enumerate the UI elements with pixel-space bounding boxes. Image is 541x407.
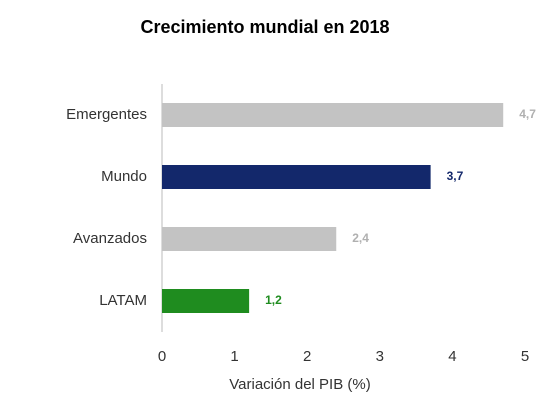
y-tick-label: Mundo	[101, 168, 147, 185]
y-tick-label: Avanzados	[73, 230, 147, 247]
y-tick-label: LATAM	[99, 292, 147, 309]
x-tick-label: 1	[230, 348, 238, 365]
x-tick-label: 4	[448, 348, 456, 365]
x-tick-label: 0	[158, 348, 166, 365]
bar	[162, 165, 431, 189]
x-tick-label: 3	[376, 348, 384, 365]
value-label: 1,2	[265, 293, 282, 307]
bar	[162, 103, 504, 127]
value-label: 2,4	[352, 231, 369, 245]
value-label: 4,7	[519, 107, 536, 121]
bar	[162, 289, 250, 313]
value-label: 3,7	[447, 169, 464, 183]
chart-title: Crecimiento mundial en 2018	[140, 17, 389, 37]
x-axis-label: Variación del PIB (%)	[229, 376, 370, 393]
bar	[162, 227, 337, 251]
x-tick-label: 5	[521, 348, 529, 365]
x-tick-label: 2	[303, 348, 311, 365]
y-tick-label: Emergentes	[66, 106, 147, 123]
